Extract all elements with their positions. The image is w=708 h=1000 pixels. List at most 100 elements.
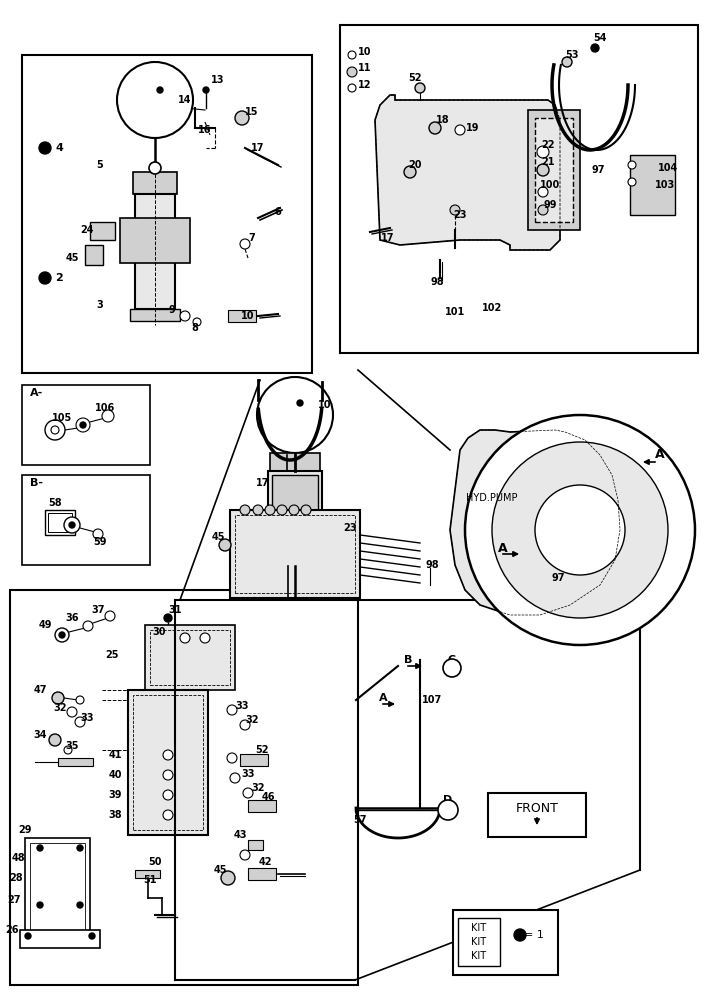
Circle shape (429, 122, 441, 134)
Text: 29: 29 (18, 825, 32, 835)
Polygon shape (450, 430, 620, 615)
Circle shape (59, 632, 65, 638)
Circle shape (227, 705, 237, 715)
Text: = 1: = 1 (524, 930, 544, 940)
Circle shape (149, 162, 161, 174)
Text: 100: 100 (540, 180, 560, 190)
Text: 57: 57 (353, 815, 367, 825)
Text: 26: 26 (5, 925, 18, 935)
Bar (133, 172, 177, 194)
Circle shape (240, 505, 250, 515)
Circle shape (219, 539, 231, 551)
Bar (130, 309, 180, 321)
Circle shape (75, 717, 85, 727)
Text: 37: 37 (91, 605, 105, 615)
Text: 107: 107 (422, 695, 442, 705)
Text: 3: 3 (96, 300, 103, 310)
Circle shape (240, 850, 250, 860)
Text: 40: 40 (108, 770, 122, 780)
Text: FRONT: FRONT (515, 802, 559, 814)
Circle shape (404, 166, 416, 178)
Bar (535, 118, 573, 222)
Circle shape (117, 62, 193, 138)
Bar (235, 515, 355, 593)
Bar (270, 453, 320, 471)
Text: 19: 19 (467, 123, 480, 133)
Circle shape (537, 164, 549, 176)
Bar (272, 475, 318, 525)
Circle shape (227, 753, 237, 763)
Circle shape (240, 720, 250, 730)
Text: 6: 6 (275, 207, 281, 217)
Circle shape (93, 529, 103, 539)
Text: 17: 17 (256, 478, 270, 488)
Circle shape (455, 125, 465, 135)
Circle shape (537, 146, 549, 158)
Circle shape (297, 400, 303, 406)
Text: 32: 32 (53, 703, 67, 713)
Bar (48, 513, 72, 532)
Circle shape (55, 628, 69, 642)
Text: A: A (379, 693, 387, 703)
Text: 17: 17 (381, 233, 395, 243)
Circle shape (69, 522, 75, 528)
Text: 7: 7 (249, 233, 256, 243)
Text: KIT: KIT (472, 951, 486, 961)
Bar (45, 510, 75, 535)
Text: 30: 30 (152, 627, 166, 637)
Circle shape (492, 442, 668, 618)
Text: 12: 12 (358, 80, 372, 90)
Circle shape (438, 800, 458, 820)
Bar (128, 690, 208, 835)
Bar (248, 840, 263, 850)
Text: 97: 97 (552, 573, 565, 583)
Circle shape (64, 517, 80, 533)
Text: A: A (655, 448, 665, 462)
Circle shape (77, 902, 83, 908)
Circle shape (163, 790, 173, 800)
Circle shape (64, 746, 72, 754)
Text: 98: 98 (430, 277, 444, 287)
Text: 102: 102 (482, 303, 502, 313)
Bar (135, 870, 160, 878)
Text: 45: 45 (65, 253, 79, 263)
Circle shape (535, 485, 625, 575)
Text: 18: 18 (436, 115, 450, 125)
Text: 53: 53 (565, 50, 578, 60)
Text: 24: 24 (80, 225, 93, 235)
Bar (20, 930, 100, 948)
Circle shape (200, 633, 210, 643)
Text: 28: 28 (9, 873, 23, 883)
Circle shape (235, 111, 249, 125)
Text: 45: 45 (211, 532, 224, 542)
Bar (248, 868, 276, 880)
Circle shape (37, 845, 43, 851)
Text: 39: 39 (108, 790, 122, 800)
Text: 5: 5 (96, 160, 103, 170)
Circle shape (163, 750, 173, 760)
Text: 104: 104 (658, 163, 678, 173)
Text: 32: 32 (245, 715, 258, 725)
Circle shape (348, 84, 356, 92)
Text: 15: 15 (245, 107, 258, 117)
Bar (22, 475, 150, 565)
Circle shape (415, 83, 425, 93)
Circle shape (51, 426, 59, 434)
Text: 54: 54 (593, 33, 607, 43)
Text: KIT: KIT (472, 937, 486, 947)
Bar (25, 838, 90, 938)
Text: 16: 16 (198, 125, 212, 135)
Circle shape (289, 505, 299, 515)
Bar (10, 590, 358, 985)
Circle shape (180, 311, 190, 321)
Text: 41: 41 (108, 750, 122, 760)
Text: 42: 42 (258, 857, 272, 867)
Bar (458, 918, 500, 966)
Text: 17: 17 (251, 143, 265, 153)
Circle shape (39, 142, 51, 154)
Circle shape (37, 902, 43, 908)
Text: HYD.PUMP: HYD.PUMP (466, 493, 518, 503)
Circle shape (240, 239, 250, 249)
Circle shape (253, 505, 263, 515)
Circle shape (25, 933, 31, 939)
